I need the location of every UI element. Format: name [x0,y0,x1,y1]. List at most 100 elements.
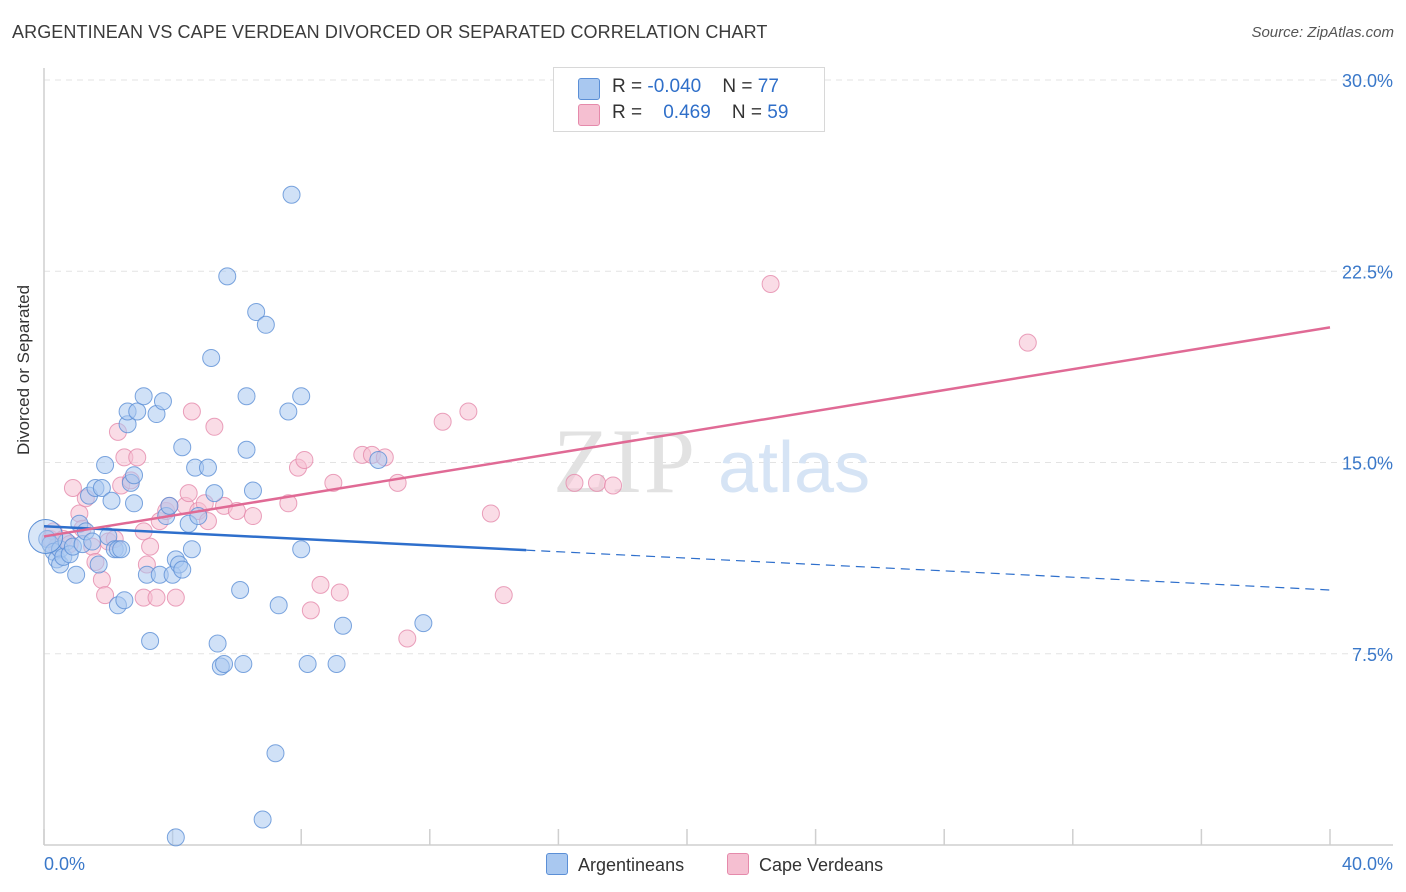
x-tick-label-min: 0.0% [44,854,85,874]
cape-verdean-point [179,484,198,503]
trend-lines [43,326,1331,591]
argentinean-point [112,540,131,559]
gridlines [44,79,1393,655]
cape-verdean-point [494,586,513,605]
argentinean-point [173,560,192,579]
legend-swatch-pink [578,104,600,126]
argentinean-point [67,565,86,584]
argentinean-point [266,744,285,763]
argentinean-point [218,267,237,286]
argentinean-point [102,491,121,510]
argentinean-point [269,596,288,615]
argentinean-point [369,450,388,469]
cape-verdean-point [565,473,584,492]
y-tick-label: 30.0% [1342,71,1393,91]
cape-verdean-point [279,494,298,513]
source-label: Source: ZipAtlas.com [1251,24,1394,41]
watermark-zip: ZIP [553,410,697,512]
cape-verdean-point [311,575,330,594]
argentinean-point [125,494,144,513]
legend-text: R = -0.040 N = 77 [612,76,779,98]
legend-swatch-blue [578,78,600,100]
argentinean-point [134,387,153,406]
y-tick-labels: 7.5% 15.0% 22.5% 30.0% [1342,71,1393,665]
bottom-legend-swatch-pink [727,853,749,875]
cape-verdean-point [128,448,147,467]
argentinean-point [215,654,234,673]
argentinean-point [198,458,217,477]
argentinean-point [205,484,224,503]
x-tick-labels: 0.0% 40.0% [44,854,1393,874]
legend-r-label: R = [612,102,648,123]
y-tick-label: 15.0% [1342,454,1393,474]
cape-verdean-point [63,479,82,497]
argentinean-point [202,348,221,367]
argentinean-point [237,440,256,459]
argentinean-point [243,481,262,500]
cape-verdean-trend-line [43,326,1331,538]
cape-verdean-point [295,450,314,469]
bottom-legend-swatch-blue [546,853,568,875]
argentinean-point [92,479,111,497]
argentinean-point [128,402,147,421]
cape-verdean-point [147,588,166,607]
argentinean-point [279,402,298,421]
cape-verdean-point [761,275,780,293]
cape-verdean-point [1018,333,1037,352]
legend-r-label: R = [612,76,648,97]
argentinean-point [333,616,352,635]
argentinean-point [247,303,266,322]
argentinean-trend-line [43,525,527,552]
argentinean-point [83,532,102,551]
axes [43,68,1393,846]
argentinean-point [96,456,115,475]
cape-verdean-point [459,402,478,421]
cape-verdean-point [433,412,452,431]
cape-verdean-point [243,507,262,526]
argentinean-point [234,654,253,673]
argentinean-points [28,185,433,847]
cape-verdean-point [205,417,224,436]
x-tick-label-max: 40.0% [1342,854,1393,874]
argentinean-trend-extension [526,549,1331,591]
legend-text: R = 0.469 N = 59 [612,102,788,124]
argentinean-point [141,632,160,650]
cape-verdean-point [324,473,343,492]
cape-verdean-point [92,570,111,589]
argentinean-point [327,654,346,673]
legend-n-value: 59 [767,102,789,123]
argentinean-point [208,634,227,653]
legend-r-value: -0.040 [647,76,702,97]
x-ticks [43,829,1331,845]
bottom-legend-cape-verdeans: Cape Verdeans [727,853,883,876]
legend-n-label: N = [731,102,768,123]
watermark: ZIP atlas [553,410,870,512]
legend-r-value: 0.469 [663,102,711,123]
cape-verdean-point [141,537,160,556]
argentinean-point [414,614,433,633]
correlation-legend: R = -0.040 N = 77 R = 0.469 N = 59 [553,67,825,132]
bottom-legend-label: Cape Verdeans [759,855,884,875]
bottom-legend-argentineans: Argentineans [546,853,684,876]
argentinean-point [160,496,179,515]
argentinean-point [292,540,311,559]
argentinean-point [231,581,250,599]
legend-n-label: N = [722,76,758,97]
argentinean-point [182,540,201,559]
cape-verdean-point [301,601,320,620]
argentinean-point [166,828,185,847]
watermark-atlas: atlas [718,428,870,508]
cape-verdean-point [398,629,417,648]
argentinean-point [153,392,172,411]
cape-verdean-point [330,583,349,602]
argentinean-point [253,810,272,829]
cape-verdean-point [96,586,115,605]
cape-verdean-point [166,588,185,607]
cape-verdean-point [587,473,606,492]
cape-verdean-point [182,402,201,421]
argentinean-point [256,315,275,334]
y-tick-label: 7.5% [1352,645,1393,665]
y-tick-label: 22.5% [1342,262,1393,282]
argentinean-point [125,466,144,485]
